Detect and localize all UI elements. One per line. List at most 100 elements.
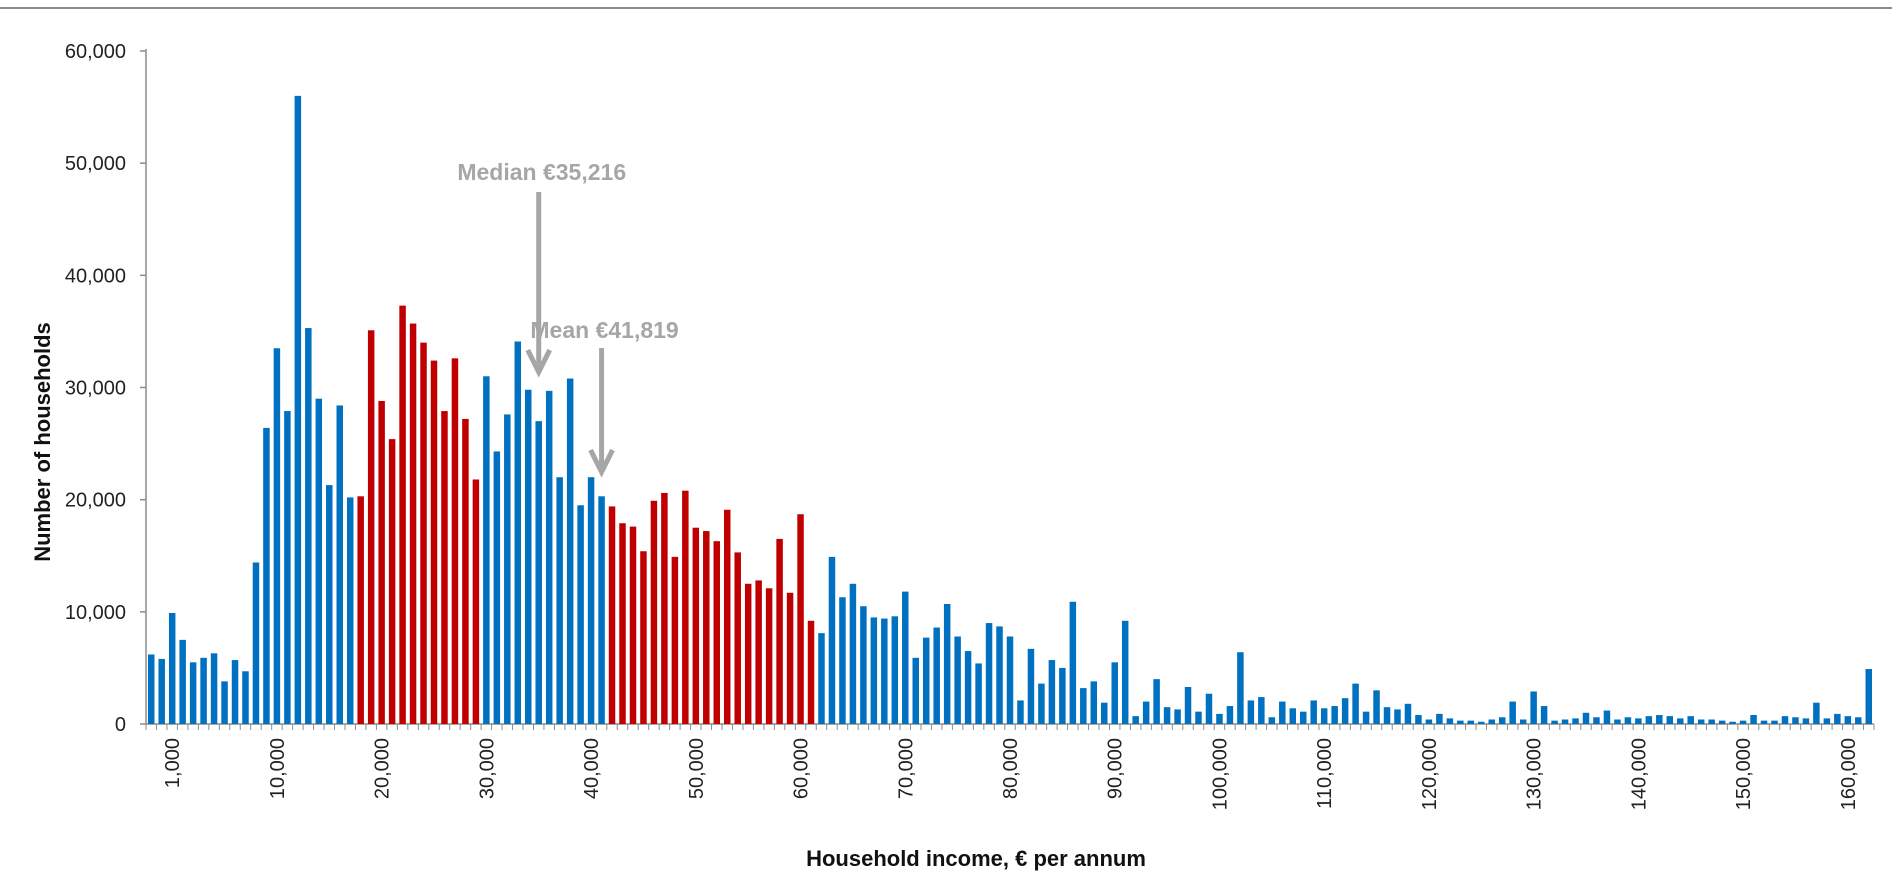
bar — [703, 531, 710, 724]
bar — [514, 341, 522, 724]
bar — [922, 637, 930, 724]
bar — [1645, 716, 1653, 724]
bar — [1425, 719, 1433, 724]
bar — [1729, 721, 1736, 724]
bar — [1258, 697, 1265, 724]
bar — [378, 400, 385, 724]
bar — [326, 485, 333, 724]
bar — [1299, 711, 1307, 724]
bar — [367, 330, 375, 724]
bar — [1289, 708, 1297, 724]
bar — [1467, 720, 1475, 724]
bar — [1540, 706, 1548, 724]
bar — [1760, 720, 1768, 724]
bar — [1750, 715, 1757, 724]
bar — [441, 411, 448, 724]
bar — [797, 514, 804, 724]
annotation-arrow-head — [588, 448, 615, 478]
bar — [1237, 652, 1244, 724]
x-tick-label: 80,000 — [1000, 738, 1022, 799]
bar — [828, 556, 836, 724]
bar — [964, 651, 972, 724]
bar — [1121, 620, 1129, 724]
bar — [1551, 720, 1558, 724]
bar — [147, 654, 155, 724]
x-tick-label: 120,000 — [1419, 738, 1441, 810]
bar — [210, 653, 218, 724]
x-tick-label: 40,000 — [581, 738, 603, 799]
bar — [1205, 693, 1213, 724]
bar — [462, 418, 469, 724]
bar — [891, 616, 899, 724]
annotations: Median €35,216 Mean €41,819 — [457, 159, 679, 478]
bar — [1415, 715, 1422, 724]
x-tick-label: 70,000 — [895, 738, 917, 799]
bar — [1101, 702, 1108, 724]
bar — [1006, 636, 1014, 724]
bar — [1498, 717, 1506, 724]
bar — [912, 657, 919, 724]
bar — [566, 378, 574, 724]
bar — [1111, 662, 1118, 724]
x-tick-label: 1,000 — [162, 738, 184, 788]
bar — [671, 556, 679, 724]
bar — [619, 523, 626, 724]
bar — [242, 671, 249, 724]
bar — [346, 497, 354, 724]
bar — [933, 627, 940, 724]
x-tick-label: 140,000 — [1628, 738, 1650, 810]
bar — [1478, 721, 1485, 724]
bar — [263, 427, 270, 724]
bar — [598, 496, 605, 724]
bar — [723, 509, 731, 724]
bar — [1614, 719, 1621, 724]
bar — [1331, 706, 1338, 724]
bar — [1184, 686, 1192, 724]
bar — [744, 583, 752, 724]
y-tick-label: 0 — [115, 714, 126, 736]
x-tick-label: 50,000 — [686, 738, 708, 799]
bar — [1781, 716, 1789, 724]
bar — [420, 342, 427, 724]
bar — [1593, 717, 1600, 724]
bar — [556, 477, 563, 724]
bar — [943, 603, 951, 724]
bar — [1802, 718, 1810, 724]
bar — [1530, 691, 1537, 724]
y-tick-label: 40,000 — [65, 265, 126, 287]
bar — [985, 623, 993, 724]
bar — [472, 479, 480, 724]
bar — [1834, 713, 1841, 724]
bar — [1792, 717, 1799, 724]
bar — [1509, 701, 1516, 724]
annotation-label: Median €35,216 — [457, 159, 626, 185]
bar — [1687, 716, 1694, 724]
bar — [493, 451, 501, 724]
bar — [954, 636, 961, 724]
bar — [1279, 701, 1286, 724]
bar — [1488, 719, 1495, 724]
bar — [870, 617, 878, 724]
annotation-label: Mean €41,819 — [530, 317, 678, 343]
bar — [661, 492, 668, 724]
bar — [1163, 707, 1171, 724]
bar — [1561, 719, 1569, 724]
bar — [1341, 698, 1349, 724]
x-tick-label: 10,000 — [267, 738, 289, 799]
bar — [1519, 719, 1527, 724]
bar — [1394, 709, 1401, 724]
bar — [483, 376, 490, 724]
bar — [682, 490, 689, 724]
bar — [252, 562, 260, 724]
bar — [1268, 717, 1276, 724]
x-tick-label: 60,000 — [791, 738, 813, 799]
bar — [640, 551, 647, 724]
y-tick-label: 50,000 — [65, 153, 126, 175]
bar — [902, 591, 909, 724]
bar — [388, 439, 396, 724]
bar — [1739, 720, 1747, 724]
bar — [305, 328, 312, 724]
x-axis-title: Household income, € per annum — [806, 846, 1146, 871]
bar — [608, 506, 616, 724]
